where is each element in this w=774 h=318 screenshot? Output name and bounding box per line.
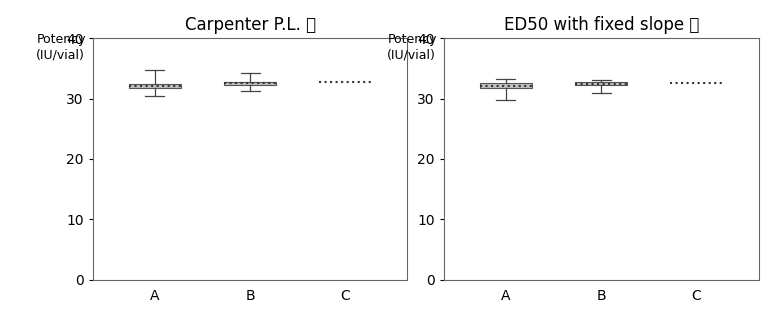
Text: Potency
(IU/vial): Potency (IU/vial) xyxy=(36,33,86,61)
Bar xyxy=(128,84,181,88)
Bar xyxy=(224,82,276,85)
Title: Carpenter P.L. 법: Carpenter P.L. 법 xyxy=(184,16,316,34)
Text: Potency
(IU/vial): Potency (IU/vial) xyxy=(387,33,437,61)
Bar xyxy=(480,83,533,88)
Title: ED50 with fixed slope 법: ED50 with fixed slope 법 xyxy=(504,16,699,34)
Bar xyxy=(575,82,628,85)
